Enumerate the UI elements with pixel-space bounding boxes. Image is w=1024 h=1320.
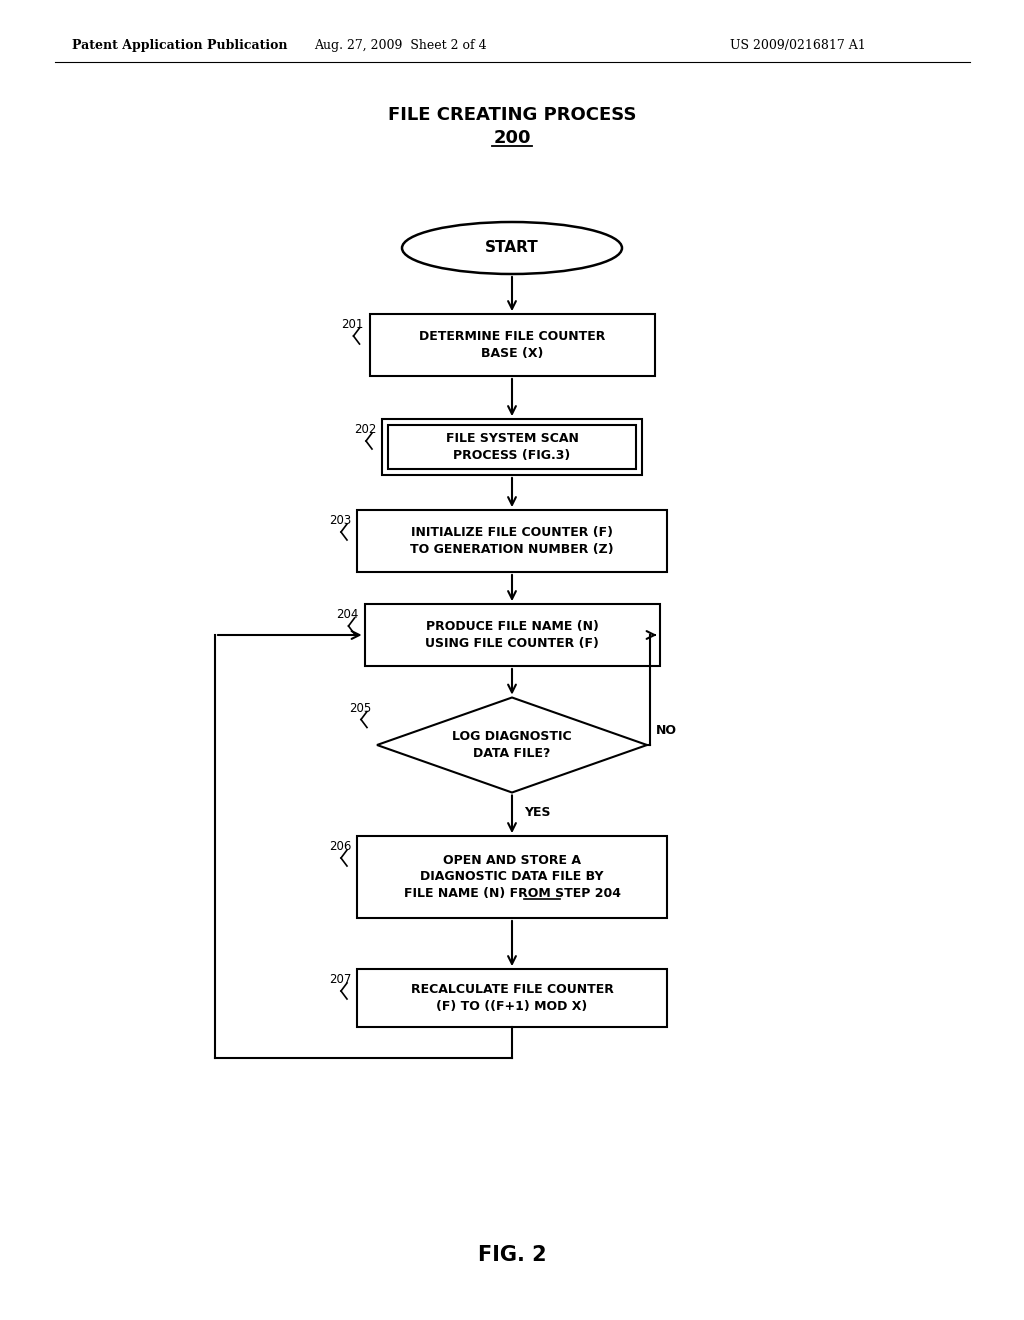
Text: YES: YES — [524, 807, 551, 820]
Text: NO: NO — [656, 723, 677, 737]
Text: RECALCULATE FILE COUNTER
(F) TO ((F+1) MOD X): RECALCULATE FILE COUNTER (F) TO ((F+1) M… — [411, 983, 613, 1012]
Text: START: START — [485, 240, 539, 256]
Text: 201: 201 — [341, 318, 364, 331]
Text: FILE CREATING PROCESS: FILE CREATING PROCESS — [388, 106, 636, 124]
Text: OPEN AND STORE A
DIAGNOSTIC DATA FILE BY
FILE NAME (N) FROM STEP 204: OPEN AND STORE A DIAGNOSTIC DATA FILE BY… — [403, 854, 621, 900]
Text: 206: 206 — [329, 840, 351, 853]
Text: INITIALIZE FILE COUNTER (F)
TO GENERATION NUMBER (Z): INITIALIZE FILE COUNTER (F) TO GENERATIO… — [411, 525, 613, 556]
Text: 203: 203 — [329, 513, 351, 527]
Text: PRODUCE FILE NAME (N)
USING FILE COUNTER (F): PRODUCE FILE NAME (N) USING FILE COUNTER… — [425, 620, 599, 649]
Text: Aug. 27, 2009  Sheet 2 of 4: Aug. 27, 2009 Sheet 2 of 4 — [313, 40, 486, 53]
Text: US 2009/0216817 A1: US 2009/0216817 A1 — [730, 40, 865, 53]
Text: 202: 202 — [354, 422, 377, 436]
Text: 205: 205 — [349, 701, 372, 714]
Text: Patent Application Publication: Patent Application Publication — [72, 40, 288, 53]
Text: FIG. 2: FIG. 2 — [477, 1245, 547, 1265]
Text: FILE SYSTEM SCAN
PROCESS (FIG.3): FILE SYSTEM SCAN PROCESS (FIG.3) — [445, 432, 579, 462]
Text: 207: 207 — [329, 973, 351, 986]
Text: LOG DIAGNOSTIC
DATA FILE?: LOG DIAGNOSTIC DATA FILE? — [453, 730, 571, 760]
Text: 204: 204 — [337, 609, 358, 620]
Text: DETERMINE FILE COUNTER
BASE (X): DETERMINE FILE COUNTER BASE (X) — [419, 330, 605, 360]
Text: 200: 200 — [494, 129, 530, 147]
